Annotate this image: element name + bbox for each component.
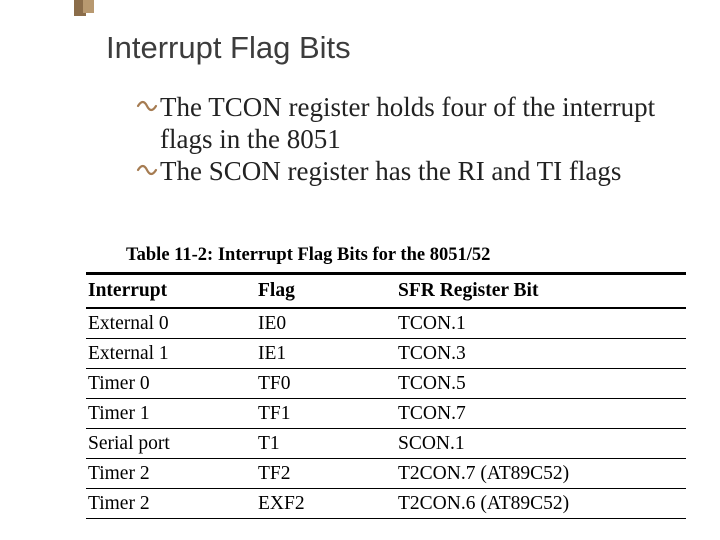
- bullet-list: The TCON register holds four of the inte…: [136, 92, 660, 188]
- bullet-icon: [136, 160, 158, 186]
- interrupt-flag-table-region: Table 11-2: Interrupt Flag Bits for the …: [86, 245, 686, 519]
- col-header-interrupt: Interrupt: [86, 275, 256, 308]
- cell-interrupt: Timer 1: [86, 399, 256, 429]
- cell-sfr: TCON.5: [396, 369, 686, 399]
- cell-interrupt: Timer 0: [86, 369, 256, 399]
- table-row: Timer 2 TF2 T2CON.7 (AT89C52): [86, 459, 686, 489]
- cell-flag: IE1: [256, 339, 396, 369]
- cell-flag: TF2: [256, 459, 396, 489]
- cell-sfr: TCON.1: [396, 308, 686, 339]
- col-header-flag: Flag: [256, 275, 396, 308]
- cell-flag: TF0: [256, 369, 396, 399]
- cell-sfr: TCON.3: [396, 339, 686, 369]
- cell-flag: EXF2: [256, 489, 396, 519]
- bullet-text: The TCON register holds four of the inte…: [160, 92, 660, 156]
- slide-title: Interrupt Flag Bits: [106, 30, 670, 66]
- table-caption: Table 11-2: Interrupt Flag Bits for the …: [86, 245, 686, 266]
- table-header-row: Interrupt Flag SFR Register Bit: [86, 275, 686, 308]
- cell-interrupt: Timer 2: [86, 489, 256, 519]
- interrupt-flag-table: Interrupt Flag SFR Register Bit External…: [86, 275, 686, 519]
- table-row: External 1 IE1 TCON.3: [86, 339, 686, 369]
- bullet-item: The SCON register has the RI and TI flag…: [136, 156, 660, 188]
- cell-interrupt: External 0: [86, 308, 256, 339]
- cell-flag: IE0: [256, 308, 396, 339]
- bullet-text: The SCON register has the RI and TI flag…: [160, 156, 621, 188]
- bullet-icon: [136, 96, 158, 122]
- col-header-sfr: SFR Register Bit: [396, 275, 686, 308]
- cell-interrupt: Serial port: [86, 429, 256, 459]
- cell-flag: T1: [256, 429, 396, 459]
- table-row: Timer 1 TF1 TCON.7: [86, 399, 686, 429]
- table-row: Timer 0 TF0 TCON.5: [86, 369, 686, 399]
- bullet-item: The TCON register holds four of the inte…: [136, 92, 660, 156]
- corner-decoration: [74, 0, 94, 16]
- cell-sfr: T2CON.7 (AT89C52): [396, 459, 686, 489]
- cell-sfr: T2CON.6 (AT89C52): [396, 489, 686, 519]
- table-row: External 0 IE0 TCON.1: [86, 308, 686, 339]
- table-row: Timer 2 EXF2 T2CON.6 (AT89C52): [86, 489, 686, 519]
- cell-sfr: TCON.7: [396, 399, 686, 429]
- cell-interrupt: External 1: [86, 339, 256, 369]
- cell-flag: TF1: [256, 399, 396, 429]
- cell-interrupt: Timer 2: [86, 459, 256, 489]
- cell-sfr: SCON.1: [396, 429, 686, 459]
- table-row: Serial port T1 SCON.1: [86, 429, 686, 459]
